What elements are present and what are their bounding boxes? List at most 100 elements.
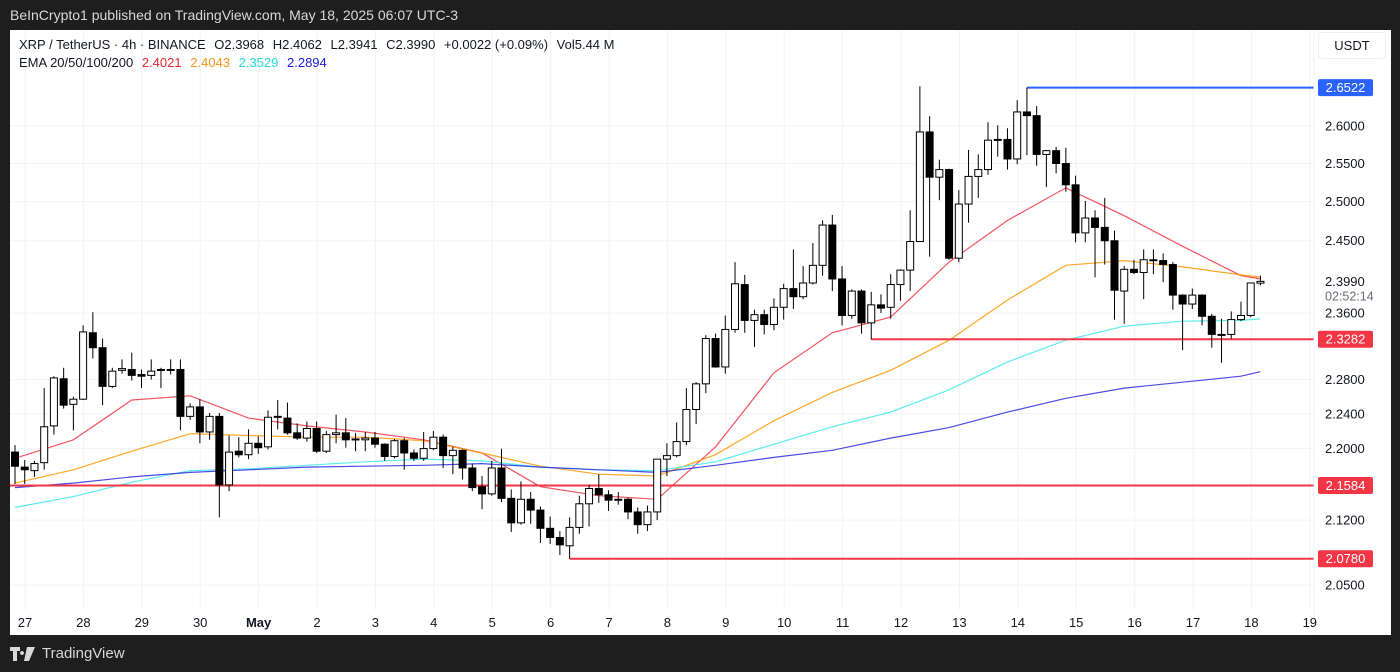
candle: [448, 446, 457, 475]
candle: [565, 517, 574, 559]
time-tick-label: 9: [722, 615, 729, 630]
candle-body-up: [390, 440, 399, 457]
candle-body-down: [478, 486, 487, 495]
level-price-label: 2.3282: [1326, 332, 1366, 347]
candle: [1149, 249, 1158, 275]
candle: [312, 421, 321, 453]
candle-body-up: [516, 498, 525, 524]
candle-body-up: [565, 526, 574, 547]
footer-brand[interactable]: TradingView: [10, 645, 125, 662]
candle: [526, 492, 535, 524]
candle: [1003, 128, 1012, 170]
candle-body-down: [1032, 115, 1041, 155]
candle: [915, 86, 924, 243]
candle: [507, 489, 516, 532]
candle-body-down: [458, 449, 467, 469]
candle: [838, 266, 847, 326]
candle-body-down: [760, 314, 769, 326]
candle-body-down: [88, 332, 97, 349]
candle: [1246, 282, 1255, 318]
candle-body-up: [847, 290, 856, 316]
time-tick-label: 14: [1011, 615, 1025, 630]
candle: [964, 149, 973, 223]
candle-body-down: [439, 436, 448, 457]
candle-body-up: [419, 448, 428, 459]
candle: [429, 431, 438, 451]
ema-line-ema50: [14, 259, 1261, 484]
candle: [1198, 294, 1207, 326]
candle: [546, 516, 555, 544]
candle: [867, 291, 876, 340]
candle-body-up: [974, 169, 983, 177]
candle: [1052, 146, 1061, 174]
candle-body-up: [79, 331, 88, 400]
candle: [555, 531, 564, 556]
candle: [371, 431, 380, 448]
candle: [614, 492, 623, 505]
candle: [1159, 253, 1168, 283]
candles: [11, 86, 1265, 559]
candle-body-up: [263, 416, 272, 448]
candle: [458, 449, 467, 480]
candle: [692, 382, 701, 425]
candle-body-down: [176, 368, 185, 417]
candle: [633, 507, 642, 534]
price-tick-label: 2.4500: [1325, 233, 1365, 248]
candle-body-up: [731, 283, 740, 330]
candle: [886, 274, 895, 319]
level-price-badge: [1318, 79, 1373, 97]
candle-body-down: [254, 442, 263, 449]
candle: [351, 432, 360, 452]
candle-body-down: [59, 378, 68, 406]
ema200-value: 2.2894: [287, 55, 327, 70]
candle: [225, 435, 234, 492]
candle-body-up: [1013, 111, 1022, 160]
chart-panel[interactable]: [10, 30, 1391, 635]
candle-body-down: [1178, 294, 1187, 305]
candle: [147, 359, 156, 380]
candle: [1061, 147, 1070, 192]
time-tick-label: 29: [135, 615, 149, 630]
candle-body-down: [215, 415, 224, 486]
candle: [799, 266, 808, 300]
candle-body-up: [1217, 333, 1226, 336]
price-tick-label: 2.2800: [1325, 372, 1365, 387]
candle: [332, 414, 341, 444]
candle-body-up: [186, 406, 195, 417]
candle: [439, 434, 448, 468]
volume-value: Vol5.44 M: [556, 37, 615, 52]
candle-body-down: [1207, 315, 1216, 335]
candle: [244, 429, 253, 460]
candle-body-down: [546, 527, 555, 538]
candle-body-up: [1188, 294, 1197, 305]
candle: [1081, 200, 1090, 243]
grid: [10, 30, 1314, 610]
candle: [487, 460, 496, 496]
time-tick-label: 10: [777, 615, 791, 630]
candle-body-down: [594, 487, 603, 496]
candle-body-down: [341, 432, 350, 441]
candle: [575, 495, 584, 534]
candle-body-down: [536, 509, 545, 529]
candle: [1042, 149, 1051, 188]
symbol-title[interactable]: XRP / TetherUS · 4h · BINANCE: [19, 37, 206, 52]
candle-body-up: [818, 224, 827, 266]
candle-body-up: [322, 434, 331, 452]
candle: [779, 283, 788, 320]
candle: [176, 359, 185, 431]
candle-body-up: [779, 288, 788, 308]
candle-body-down: [234, 450, 243, 456]
candle: [1256, 275, 1265, 286]
ema-label[interactable]: EMA 20/50/100/200: [19, 55, 134, 70]
candle-body-down: [137, 374, 146, 377]
currency-button[interactable]: USDT: [1318, 32, 1386, 59]
candle: [906, 210, 915, 292]
candle-body-down: [409, 452, 418, 459]
candle: [263, 410, 272, 450]
candle: [1071, 175, 1080, 243]
candle: [127, 352, 136, 381]
time-tick-label: 7: [605, 615, 612, 630]
candle-body-up: [915, 131, 924, 243]
candle-body-down: [127, 368, 136, 376]
